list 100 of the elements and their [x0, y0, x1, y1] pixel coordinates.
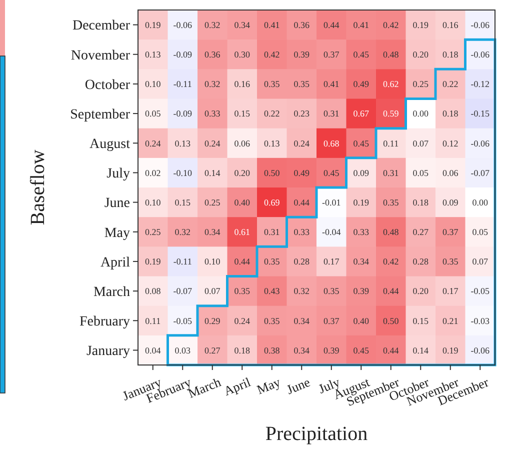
data-label: 0.08 [145, 286, 162, 296]
y-tick-label: November [70, 48, 130, 64]
data-label: 0.32 [204, 20, 220, 30]
data-label: 0.09 [353, 168, 370, 178]
data-label: 0.12 [442, 138, 458, 148]
data-label: 0.19 [145, 256, 162, 267]
data-label: -0.10 [173, 168, 192, 178]
data-label: 0.37 [324, 50, 340, 60]
data-label: 0.45 [353, 345, 370, 356]
data-label: 0.41 [353, 20, 369, 30]
data-label: -0.01 [322, 197, 341, 208]
data-label: 0.69 [264, 197, 280, 208]
data-label: 0.42 [264, 50, 280, 60]
x-tick-label: April [222, 374, 254, 399]
data-label: 0.36 [204, 50, 221, 60]
data-label: 0.42 [383, 256, 399, 267]
data-label: 0.35 [294, 79, 310, 90]
data-label: 0.45 [353, 138, 370, 148]
data-label: 0.35 [442, 256, 459, 267]
data-label: 0.09 [442, 197, 459, 208]
data-label: 0.16 [234, 79, 250, 90]
data-label: 0.33 [294, 227, 310, 238]
data-label: 0.13 [174, 138, 191, 148]
y-tick-label: December [72, 18, 130, 34]
data-label: 0.19 [353, 197, 370, 208]
data-label: 0.23 [294, 108, 310, 119]
data-label: 0.11 [145, 316, 161, 326]
data-label: 0.03 [174, 345, 191, 356]
data-label: 0.17 [324, 256, 340, 267]
data-label: -0.03 [470, 316, 490, 326]
data-label: -0.09 [173, 108, 192, 119]
data-label: 0.29 [204, 316, 221, 326]
data-label: -0.06 [470, 345, 490, 356]
x-tick-label: June [284, 374, 312, 398]
data-label: 0.10 [204, 256, 221, 267]
data-label: 0.39 [353, 286, 370, 296]
data-label: 0.37 [324, 316, 340, 326]
data-label: 0.14 [412, 345, 429, 356]
data-label: 0.15 [412, 316, 429, 326]
data-label: 0.44 [383, 286, 400, 296]
data-label: 0.33 [353, 227, 370, 238]
data-label: 0.62 [383, 79, 399, 90]
data-label: 0.43 [264, 286, 280, 296]
data-label: 0.35 [264, 256, 280, 267]
data-label: 0.35 [264, 79, 280, 90]
data-label: -0.05 [173, 316, 192, 326]
data-label: -0.07 [470, 168, 490, 178]
data-label: 0.13 [264, 138, 280, 148]
data-label: -0.09 [173, 50, 192, 60]
data-label: 0.49 [353, 79, 370, 90]
data-label: 0.19 [442, 345, 459, 356]
data-label: 0.35 [234, 286, 250, 296]
data-label: 0.21 [442, 316, 458, 326]
data-label: 0.00 [472, 197, 488, 208]
data-label: 0.40 [353, 316, 370, 326]
data-label: 0.48 [383, 50, 400, 60]
data-label: 0.20 [412, 50, 429, 60]
data-label: 0.39 [324, 345, 340, 356]
data-label: -0.15 [470, 108, 490, 119]
data-label: 0.32 [294, 286, 310, 296]
data-label: -0.06 [470, 50, 490, 60]
data-label: 0.19 [145, 20, 162, 30]
data-label: 0.14 [204, 168, 221, 178]
data-label: 0.06 [234, 138, 250, 148]
y-tick-label: April [100, 255, 130, 270]
data-label: 0.44 [294, 197, 310, 208]
y-tick-label: August [90, 137, 130, 152]
data-label: 0.02 [145, 168, 161, 178]
data-label: 0.42 [383, 20, 399, 30]
data-label: 0.25 [204, 197, 221, 208]
data-label: 0.07 [472, 256, 488, 267]
data-label: 0.33 [204, 108, 221, 119]
data-label: 0.49 [294, 168, 310, 178]
data-label: 0.31 [264, 227, 280, 238]
data-label: 0.18 [234, 345, 250, 356]
data-label: 0.31 [383, 168, 399, 178]
data-label: -0.07 [173, 286, 192, 296]
data-label: 0.35 [264, 316, 280, 326]
data-label: 0.22 [442, 79, 458, 90]
data-label: 0.28 [412, 256, 429, 267]
data-label: 0.32 [204, 79, 220, 90]
data-label: 0.15 [234, 108, 250, 119]
x-axis-title: Precipitation [265, 423, 368, 445]
data-label: 0.38 [264, 345, 280, 356]
data-label: 0.27 [412, 227, 429, 238]
data-label: 0.15 [174, 197, 191, 208]
x-tick-label: May [254, 374, 283, 398]
data-label: 0.45 [353, 50, 370, 60]
data-label: 0.34 [294, 345, 310, 356]
data-label: 0.34 [353, 256, 370, 267]
data-label: 0.41 [264, 20, 280, 30]
y-axis-title: Baseflow [27, 149, 49, 226]
data-label: 0.10 [145, 197, 162, 208]
y-tick-label: October [84, 78, 130, 93]
data-label: 0.24 [294, 138, 310, 148]
data-label: 0.28 [294, 256, 310, 267]
data-label: 0.24 [204, 138, 221, 148]
data-label: -0.06 [470, 138, 490, 148]
data-label: 0.40 [234, 197, 250, 208]
data-label: 0.06 [442, 168, 459, 178]
